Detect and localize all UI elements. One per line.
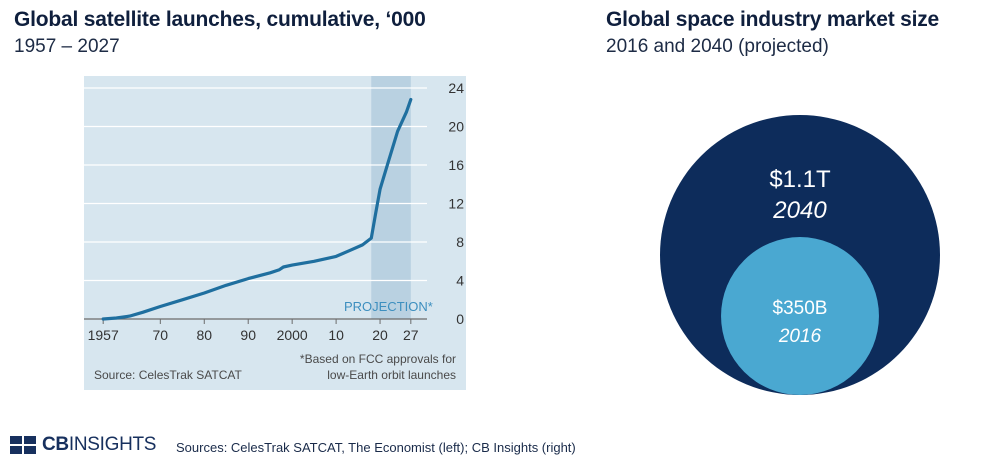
x-tick-label: 20 — [372, 327, 388, 343]
x-axis-tick-labels: 1957 70 80 90 2000 10 20 27 — [88, 327, 419, 343]
y-tick-label: 16 — [448, 157, 464, 173]
y-tick-label: 8 — [456, 234, 464, 250]
right-chart-title: Global space industry market size — [606, 8, 940, 31]
cb-insights-logo-text: CBINSIGHTS — [42, 434, 157, 455]
bubble-2016-year: 2016 — [778, 326, 822, 347]
cb-insights-logo: CBINSIGHTS — [10, 434, 156, 456]
right-chart-subtitle: 2016 and 2040 (projected) — [606, 36, 829, 57]
x-tick-label: 27 — [403, 327, 419, 343]
x-tick-label: 70 — [153, 327, 169, 343]
y-tick-label: 24 — [448, 80, 464, 96]
y-tick-label: 4 — [456, 273, 464, 289]
bubble-2016-value: $350B — [773, 298, 828, 319]
left-chart-subtitle: 1957 – 2027 — [14, 36, 120, 57]
x-tick-label: 1957 — [88, 327, 119, 343]
footer-sources: Sources: CelesTrak SATCAT, The Economist… — [176, 440, 576, 455]
y-tick-label: 0 — [456, 311, 464, 327]
x-tick-label: 10 — [328, 327, 344, 343]
x-tick-label: 2000 — [277, 327, 308, 343]
gridlines — [84, 87, 427, 282]
left-chart-title: Global satellite launches, cumulative, ‘… — [14, 8, 426, 31]
projection-label: PROJECTION* — [344, 299, 433, 314]
y-tick-label: 20 — [448, 119, 464, 135]
market-size-bubble-chart: $1.1T 2040 $350B 2016 — [660, 115, 940, 395]
x-tick-label: 80 — [196, 327, 212, 343]
footnote-line-2: low-Earth orbit launches — [327, 368, 456, 382]
y-tick-label: 12 — [448, 196, 464, 212]
bubble-2040-value: $1.1T — [769, 166, 831, 193]
launches-series-line — [101, 97, 413, 321]
launches-line-chart: 0 4 8 12 16 20 24 1957 70 80 90 2000 10 20 27 PROJECT… — [84, 76, 466, 390]
footnote-line-1: *Based on FCC approvals for — [300, 352, 456, 366]
x-tick-label: 90 — [240, 327, 256, 343]
bubble-2016 — [721, 237, 879, 395]
y-axis-tick-labels: 0 4 8 12 16 20 24 — [448, 80, 464, 327]
cb-insights-logo-icon — [10, 436, 38, 454]
chart-source: Source: CelesTrak SATCAT — [94, 368, 242, 382]
footer: CBINSIGHTS Sources: CelesTrak SATCAT, Th… — [0, 426, 1000, 462]
bubble-2040-year: 2040 — [772, 197, 827, 224]
